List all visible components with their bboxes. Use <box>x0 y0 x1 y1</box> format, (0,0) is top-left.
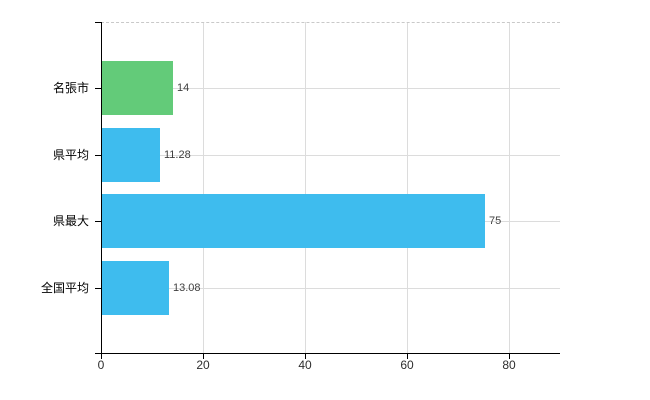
bar-県最大 <box>102 194 485 248</box>
gridline-horizontal <box>101 88 560 89</box>
y-axis-tick <box>95 155 101 156</box>
gridline-vertical <box>407 22 408 354</box>
x-axis-tick <box>203 354 204 359</box>
x-axis-tick <box>305 354 306 359</box>
x-axis-tick <box>101 354 102 359</box>
bar-value-label: 11.28 <box>164 149 191 161</box>
x-tick-label: 60 <box>400 358 414 372</box>
x-tick-label: 20 <box>196 358 210 372</box>
gridline-vertical <box>305 22 306 354</box>
category-label: 県最大 <box>52 214 89 228</box>
x-axis-tick <box>407 354 408 359</box>
plot-top-border <box>101 22 560 23</box>
bar-名張市 <box>102 61 173 115</box>
bar-value-label: 14 <box>177 82 190 94</box>
category-label: 名張市 <box>52 81 89 95</box>
y-axis-tick <box>95 288 101 289</box>
category-label: 県平均 <box>52 148 89 162</box>
x-tick-label: 80 <box>502 358 516 372</box>
x-axis-line <box>95 353 560 354</box>
bar-value-label: 75 <box>489 215 502 227</box>
bar-value-label: 13.08 <box>173 282 201 294</box>
plot-area: 14 11.28 75 13.08 <box>95 22 560 359</box>
bars-layer: 14 11.28 75 13.08 <box>101 22 560 354</box>
x-tick-label: 40 <box>298 358 312 372</box>
gridline-horizontal <box>101 288 560 289</box>
y-axis-tick <box>95 22 101 23</box>
category-label: 全国平均 <box>40 281 89 295</box>
x-axis-tick <box>509 354 510 359</box>
bar-県平均 <box>102 128 160 182</box>
y-axis-tick <box>95 221 101 222</box>
gridline-vertical <box>203 22 204 354</box>
gridline-horizontal <box>101 155 560 156</box>
gridline-vertical <box>509 22 510 354</box>
bar-全国平均 <box>102 261 169 315</box>
axis-layer <box>95 22 560 359</box>
y-axis-tick <box>95 88 101 89</box>
y-axis-line <box>101 22 102 354</box>
x-tick-label: 0 <box>97 358 105 372</box>
